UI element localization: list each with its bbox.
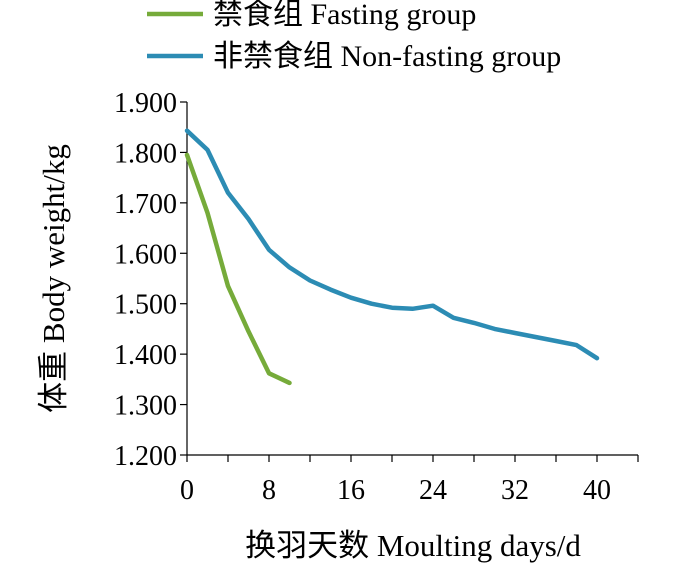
y-tick-label: 1.400 — [114, 340, 177, 371]
series-layer — [184, 128, 600, 386]
y-tick-label: 1.900 — [114, 88, 177, 119]
x-tick-label: 8 — [262, 475, 276, 506]
y-tick-label: 1.300 — [114, 391, 177, 422]
y-tick-label: 1.700 — [114, 189, 177, 220]
x-tick-label: 32 — [501, 475, 529, 506]
legend: 禁食组 Fasting group 非禁食组 Non-fasting group — [147, 0, 561, 73]
y-tick-label: 1.200 — [114, 441, 177, 472]
y-tick-label: 1.500 — [114, 290, 177, 321]
y-tick-label: 1.800 — [114, 138, 177, 169]
y-axis: 1.200 1.300 1.400 1.500 1.600 1.700 1.800 1.900 — [114, 88, 188, 472]
x-axis: 0 8 16 24 32 40 — [180, 454, 639, 506]
y-axis-title: 体重 Body weight/kg — [36, 144, 71, 413]
x-tick-label: 24 — [419, 475, 447, 506]
x-tick-label: 0 — [180, 475, 194, 506]
series-line-0 — [184, 152, 292, 386]
x-tick-label: 16 — [337, 475, 365, 506]
x-tick-label: 40 — [583, 475, 611, 506]
legend-label-0: 禁食组 Fasting group — [213, 0, 476, 31]
legend-label-1: 非禁食组 Non-fasting group — [213, 40, 561, 73]
x-axis-title: 换羽天数 Moulting days/d — [245, 528, 581, 563]
y-tick-label: 1.600 — [114, 239, 177, 270]
series-line-1 — [184, 128, 600, 361]
